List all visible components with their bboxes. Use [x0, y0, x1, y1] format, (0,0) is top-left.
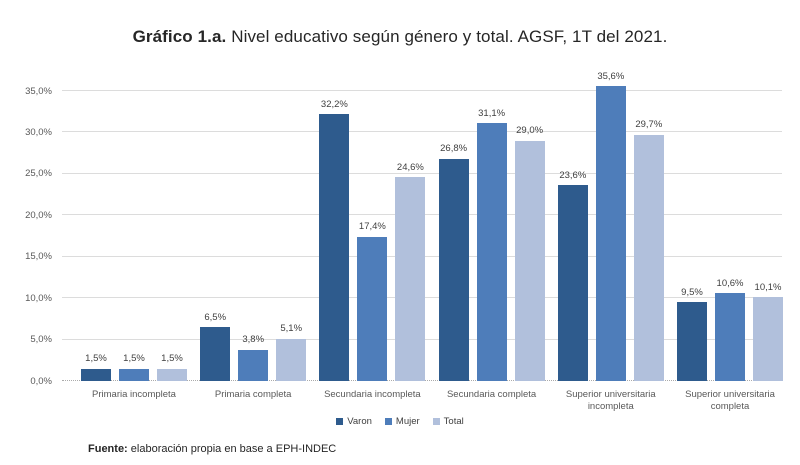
bar-value-label: 29,7%	[635, 119, 663, 131]
x-axis-category-label: Secundaria incompleta	[324, 389, 421, 400]
legend-item-varon: Varon	[336, 416, 372, 427]
bar-varon	[81, 368, 111, 381]
bar-total	[633, 134, 664, 381]
bar-mujer	[595, 86, 626, 381]
legend-swatch-varon	[336, 418, 344, 425]
gridline	[62, 90, 782, 91]
y-axis-tick-label: 10,0%	[25, 292, 52, 304]
bar-mujer	[357, 236, 388, 381]
bar-value-label: 1,5%	[123, 353, 145, 365]
x-axis-category-label: Primaria incompleta	[92, 389, 176, 400]
legend-label-total: Total	[443, 416, 464, 427]
bar-varon	[557, 185, 588, 381]
source-note-text: elaboración propia en base a EPH-INDEC	[127, 443, 337, 455]
chart-title-prefix: Gráfico 1.a.	[132, 27, 227, 46]
bar-value-label: 31,1%	[478, 107, 506, 119]
y-axis-tick-label: 30,0%	[25, 126, 52, 138]
x-axis-category-label: Primaria completa	[214, 389, 292, 400]
legend-item-total: Total	[432, 416, 464, 427]
y-axis-tick-label: 0,0%	[30, 375, 52, 387]
bar-total	[157, 368, 187, 381]
x-axis-category-label: Superior universitaria completa	[685, 389, 775, 413]
bar-total	[514, 140, 545, 381]
bar-mujer	[476, 123, 507, 381]
bar-value-label: 6,5%	[204, 311, 227, 323]
bar-value-label: 1,5%	[85, 353, 107, 365]
bar-value-label: 10,6%	[716, 277, 744, 289]
bar-varon	[677, 302, 707, 381]
chart-title: Gráfico 1.a. Nivel educativo según géner…	[0, 27, 800, 47]
y-axis-tick-label: 25,0%	[25, 168, 52, 180]
bar-value-label: 35,6%	[597, 70, 625, 82]
bar-value-label: 29,0%	[516, 125, 544, 137]
y-axis-tick-label: 20,0%	[25, 209, 52, 221]
bar-mujer	[119, 368, 149, 381]
bar-value-label: 1,5%	[161, 353, 183, 365]
x-axis-category-label: Secundaria completa	[446, 389, 537, 400]
legend-label-mujer: Mujer	[395, 416, 420, 427]
bar-value-label: 23,6%	[559, 169, 587, 181]
legend: Varon Mujer Total	[0, 416, 800, 427]
legend-swatch-total	[432, 418, 440, 425]
y-axis-tick-label: 35,0%	[25, 85, 52, 97]
legend-label-varon: Varon	[347, 416, 372, 427]
source-note: Fuente: elaboración propia en base a EPH…	[88, 443, 336, 455]
gridline	[62, 131, 782, 133]
plot-area: 0,0% 5,0% 10,0% 15,0% 20,0% 25,0% 30,0% 35,0% 1,…	[25, 72, 783, 412]
bar-varon	[319, 114, 350, 381]
y-axis-tick-label: 5,0%	[30, 333, 52, 345]
bar-varon	[200, 327, 231, 381]
bar-mujer	[238, 349, 269, 381]
bar-value-label: 5,1%	[280, 323, 303, 335]
legend-item-mujer: Mujer	[384, 416, 420, 427]
chart-title-text: Nivel educativo según género y total. AG…	[226, 27, 668, 46]
bar-total	[276, 338, 307, 381]
bar-value-label: 9,5%	[681, 286, 703, 298]
bar-total	[395, 177, 426, 381]
bar-value-label: 10,1%	[754, 281, 782, 293]
bar-value-label: 32,2%	[320, 98, 348, 110]
bar-total	[753, 297, 783, 381]
source-note-prefix: Fuente:	[88, 443, 128, 455]
bar-mujer	[715, 293, 745, 381]
legend-swatch-mujer	[384, 418, 392, 425]
y-axis-tick-label: 15,0%	[25, 250, 52, 262]
bar-value-label: 3,8%	[242, 334, 265, 346]
bar-value-label: 26,8%	[440, 143, 468, 155]
bar-value-label: 17,4%	[358, 221, 386, 233]
gridline	[62, 172, 782, 174]
bar-value-label: 24,6%	[396, 161, 424, 173]
bar-varon	[438, 158, 469, 381]
x-axis-category-label: Superior universitaria incompleta	[565, 389, 656, 413]
